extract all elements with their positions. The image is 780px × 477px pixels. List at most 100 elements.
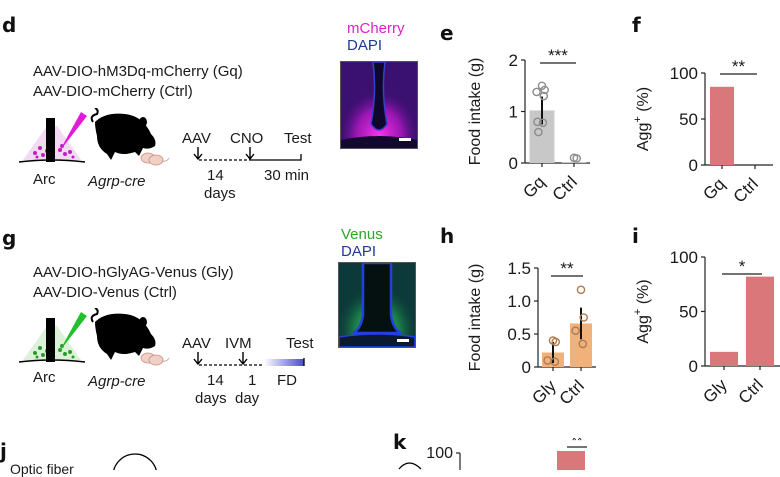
significance-label: ** — [732, 57, 746, 76]
y-axis-label: Food intake (g) — [467, 58, 484, 166]
channel-label-venus: Venus — [341, 226, 383, 243]
scale-bar — [399, 138, 411, 141]
optic-fiber-label: Optic fiber — [10, 461, 74, 477]
significance-label: * — [739, 257, 746, 276]
pups-icon-g — [140, 352, 170, 366]
chart-k: 100 ** — [426, 438, 587, 470]
construct-ctrl: AAV-DIO-mCherry (Ctrl) — [33, 83, 193, 100]
panel-letter-f: f — [632, 13, 641, 37]
fiber-circle-icon — [113, 453, 157, 470]
construct-gly: AAV-DIO-hGlyAG-Venus (Gly) — [33, 264, 234, 281]
y-tick-label: 1.0 — [507, 292, 531, 311]
optic-fiber-d — [46, 118, 55, 162]
pups-icon-d — [140, 152, 170, 166]
x-tick-label: Ctrl — [556, 376, 588, 408]
timeline-interval1-num-g: 14 — [207, 372, 224, 389]
micrograph-legend-d: mCherry DAPI — [347, 20, 405, 54]
y-axis-label: Agg+ (%) — [632, 279, 652, 343]
timeline-d — [193, 147, 302, 161]
mouse-label-d: Agrp-cre — [88, 173, 146, 190]
arrow-down-icon — [238, 352, 248, 366]
y-tick-label: 50 — [679, 303, 698, 322]
mouse-label-g: Agrp-cre — [88, 373, 146, 390]
panel-letter-g: g — [2, 226, 17, 250]
significance-label: ** — [572, 438, 583, 448]
timeline-event-test-g: Test — [286, 335, 314, 352]
optic-fiber-g — [46, 318, 55, 362]
y-tick-label: 100 — [670, 248, 698, 267]
data-point — [540, 85, 549, 95]
region-label-d: Arc — [33, 171, 56, 188]
channel-label-dapi-g: DAPI — [341, 243, 377, 260]
arrow-down-icon — [245, 147, 255, 161]
panel-letter-i: i — [632, 224, 639, 248]
panel-letter-e: e — [440, 21, 454, 45]
chart-e: 0 1 2 Food intake (g) Gq Ctrl *** — [467, 46, 590, 205]
x-tick-label: Gq — [519, 172, 548, 201]
injection-pipette-d — [59, 112, 87, 152]
micrograph-g — [338, 262, 416, 348]
arrow-down-icon — [193, 147, 203, 161]
mouse-icon-d — [90, 108, 170, 166]
micrograph-image-d — [341, 62, 417, 148]
significance-label: ** — [560, 259, 574, 278]
timeline-event-ivm-g: IVM — [225, 335, 252, 352]
x-tick-label: Ctrl — [549, 172, 581, 204]
y-tick-label: 1.5 — [507, 259, 531, 278]
timeline-event-aav-d: AAV — [182, 130, 211, 147]
timeline-event-test-d: Test — [284, 130, 312, 147]
x-tick-label: Ctrl — [735, 375, 767, 407]
region-label-g: Arc — [33, 369, 56, 386]
panel-letter-h: h — [440, 224, 455, 248]
bar-ctrl — [746, 276, 774, 366]
significance-label: *** — [548, 46, 568, 65]
channel-label-dapi: DAPI — [347, 37, 383, 54]
y-tick-label: 1 — [509, 103, 518, 122]
timeline-interval3-g: FD — [277, 372, 297, 389]
construct-gq: AAV-DIO-hM3Dq-mCherry (Gq) — [33, 63, 243, 80]
y-tick-label: 0 — [509, 154, 518, 173]
timeline-event-cno-d: CNO — [230, 130, 264, 147]
data-point — [534, 127, 543, 137]
x-tick-label: Ctrl — [730, 174, 762, 206]
y-tick-label: 2 — [509, 51, 518, 70]
chart-f: 0 50 100 Agg+ (%) Gq Ctrl ** — [632, 57, 773, 207]
y-tick-label: 50 — [679, 110, 698, 129]
panel-letter-k: k — [393, 430, 407, 454]
x-tick-label: Gly — [699, 375, 731, 407]
y-axis-label: Agg+ (%) — [632, 87, 652, 151]
y-tick-label: 100 — [670, 64, 698, 83]
data-point — [579, 313, 588, 322]
arc-injection-diagram-g — [18, 312, 87, 363]
y-axis-label: Food intake (g) — [467, 264, 484, 372]
timeline-g — [193, 352, 305, 366]
y-tick-label: 0 — [522, 358, 531, 377]
scale-bar-g — [397, 339, 409, 342]
micrograph-image-g — [339, 263, 415, 347]
data-point — [571, 326, 580, 335]
bar-gly — [710, 351, 738, 366]
construct-ctrl-venus: AAV-DIO-Venus (Ctrl) — [33, 284, 177, 301]
data-point — [533, 117, 542, 127]
data-point — [551, 337, 560, 347]
timeline-interval2-num-g: 1 — [248, 372, 257, 389]
bar-ctrl — [561, 161, 587, 163]
arc-curve-icon — [398, 462, 422, 470]
timeline-interval2-d: 30 min — [264, 167, 310, 184]
data-point — [572, 154, 581, 163]
timeline-interval1-num-d: 14 — [207, 167, 224, 184]
data-point — [576, 285, 586, 295]
food-deprivation-bar — [264, 359, 304, 366]
y-tick-label: 0 — [689, 156, 698, 175]
timeline-interval1-unit-d: days — [204, 185, 236, 202]
panel-letter-j: j — [0, 439, 7, 463]
micrograph-legend-g: Venus DAPI — [341, 226, 383, 260]
bar-k — [557, 451, 585, 470]
data-point — [532, 87, 541, 97]
y-tick-label: 0.5 — [507, 325, 531, 344]
y-tick-label: 100 — [426, 445, 453, 462]
construct-list-g: AAV-DIO-hGlyAG-Venus (Gly) AAV-DIO-Venus… — [33, 263, 234, 303]
x-tick-label: Gq — [699, 174, 728, 203]
x-tick-label: Gly — [528, 376, 560, 408]
